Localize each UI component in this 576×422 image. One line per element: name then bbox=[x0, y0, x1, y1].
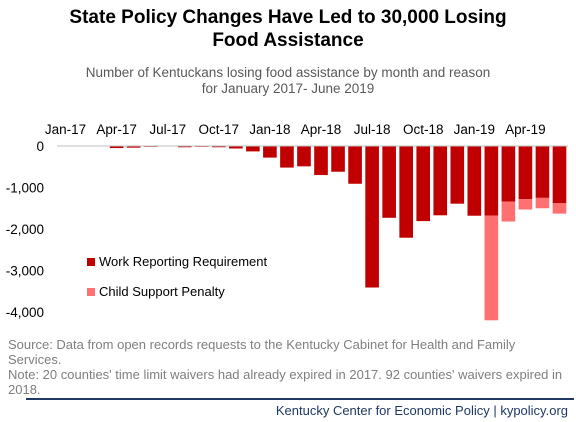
bar-work-reporting bbox=[484, 146, 499, 216]
footer-credit: Kentucky Center for Economic Policy | ky… bbox=[275, 403, 568, 418]
bar-work-reporting bbox=[212, 146, 226, 148]
bar-child-support bbox=[535, 197, 550, 209]
bar-work-reporting bbox=[416, 146, 431, 222]
bar-work-reporting bbox=[126, 146, 141, 148]
bar-work-reporting bbox=[382, 146, 396, 218]
chart-title-line-2: Food Assistance bbox=[212, 30, 364, 51]
x-tick-label: Oct-18 bbox=[403, 122, 444, 137]
chart-subtitle: Number of Kentuckans losing food assista… bbox=[0, 65, 576, 97]
x-tick-label: Jan-19 bbox=[454, 122, 495, 137]
bar-work-reporting bbox=[109, 146, 124, 149]
bar-work-reporting bbox=[450, 146, 465, 204]
bar-work-reporting bbox=[246, 146, 260, 152]
x-tick-label: Apr-19 bbox=[505, 122, 546, 137]
bar-work-reporting bbox=[314, 146, 328, 176]
bar-work-reporting bbox=[433, 146, 448, 216]
x-tick-label: Jul-18 bbox=[354, 122, 391, 137]
x-tick-label: Apr-18 bbox=[301, 122, 342, 137]
bar-work-reporting bbox=[399, 146, 413, 238]
bar-work-reporting bbox=[365, 146, 379, 288]
legend-label: Work Reporting Requirement bbox=[99, 254, 267, 269]
chart-subtitle-line-2: for January 2017- June 2019 bbox=[201, 81, 375, 96]
source-text: Source: Data from open records requests … bbox=[8, 337, 516, 367]
bar-work-reporting bbox=[177, 146, 192, 148]
x-tick-label: Oct-17 bbox=[199, 122, 240, 137]
note-text: Note: 20 counties' time limit waivers ha… bbox=[8, 367, 563, 397]
bar-work-reporting bbox=[348, 146, 362, 184]
y-tick-label: -4,000 bbox=[6, 305, 44, 320]
bar-child-support bbox=[484, 215, 499, 321]
x-tick-label: Jan-17 bbox=[45, 122, 86, 137]
chart-title-line-1: State Policy Changes Have Led to 30,000 … bbox=[69, 7, 507, 28]
bar-child-support bbox=[552, 203, 567, 214]
chart-title: State Policy Changes Have Led to 30,000 … bbox=[0, 6, 576, 52]
bar-work-reporting bbox=[501, 146, 516, 202]
x-tick-label: Jan-18 bbox=[249, 122, 290, 137]
bar-work-reporting bbox=[467, 146, 482, 216]
bar-work-reporting bbox=[229, 146, 243, 149]
legend-label: Child Support Penalty bbox=[99, 284, 225, 299]
bar-work-reporting bbox=[331, 146, 345, 172]
chart-plot: 0 -1,000 -2,000 -3,000 -4,000 Jan-17 Apr-17 Jul… bbox=[6, 122, 568, 321]
bar-work-reporting bbox=[263, 146, 277, 158]
y-tick-label: 0 bbox=[36, 139, 44, 154]
bar-work-reporting bbox=[518, 146, 533, 200]
bar-work-reporting bbox=[552, 146, 567, 204]
bar-work-reporting bbox=[297, 146, 311, 167]
legend-swatch bbox=[87, 258, 95, 266]
bar-child-support bbox=[501, 201, 516, 222]
legend-swatch bbox=[87, 288, 95, 296]
bar-child-support bbox=[518, 199, 533, 210]
source-note: Source: Data from open records requests … bbox=[8, 337, 570, 397]
footer-divider bbox=[26, 398, 574, 400]
y-tick-label: -3,000 bbox=[6, 264, 44, 279]
x-tick-label: Jul-17 bbox=[149, 122, 186, 137]
chart-subtitle-line-1: Number of Kentuckans losing food assista… bbox=[85, 65, 491, 80]
bar-work-reporting bbox=[535, 146, 550, 198]
y-tick-label: -2,000 bbox=[6, 222, 44, 237]
x-tick-label: Apr-17 bbox=[96, 122, 137, 137]
bar-work-reporting bbox=[280, 146, 294, 168]
y-tick-label: -1,000 bbox=[6, 181, 44, 196]
